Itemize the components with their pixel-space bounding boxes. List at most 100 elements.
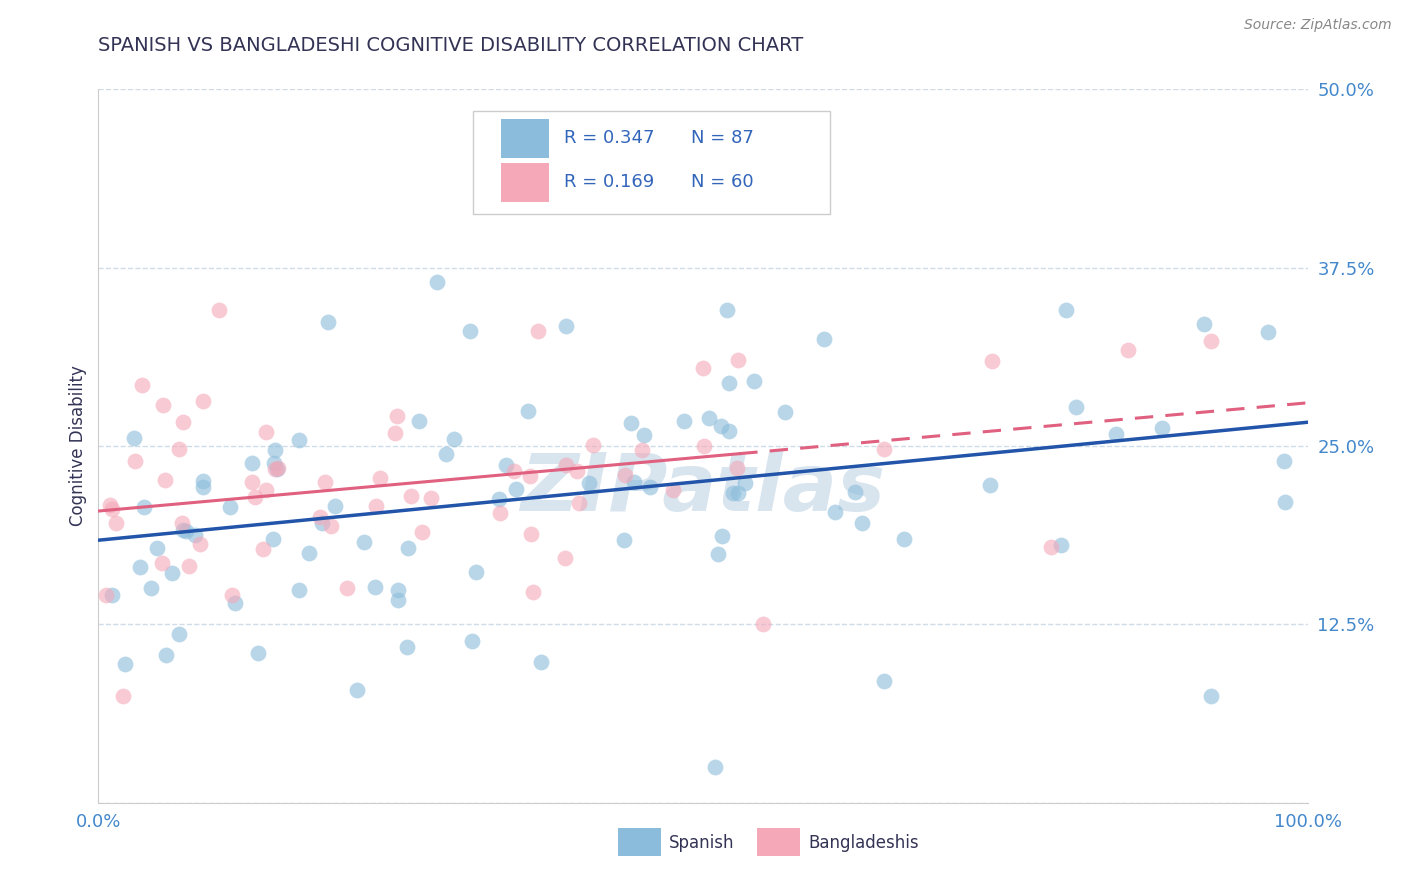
Point [517, 404, 540, 418]
FancyBboxPatch shape [474, 111, 830, 214]
Point [725, 461, 748, 475]
Point [419, 491, 441, 505]
Point [152, 398, 174, 412]
Point [100, 588, 122, 602]
Point [633, 428, 655, 442]
Point [395, 640, 418, 654]
Point [555, 318, 578, 333]
Y-axis label: Cognitive Disability: Cognitive Disability [69, 366, 87, 526]
Point [387, 582, 409, 597]
Point [408, 414, 430, 428]
Point [314, 475, 336, 489]
Point [522, 584, 544, 599]
Point [167, 626, 190, 640]
Point [980, 354, 1002, 368]
Point [111, 689, 134, 703]
Point [336, 582, 359, 596]
Point [224, 595, 246, 609]
Point [519, 526, 541, 541]
Point [638, 480, 661, 494]
Point [727, 486, 749, 500]
Point [1064, 400, 1087, 414]
Point [505, 482, 527, 496]
Point [221, 588, 243, 602]
Point [311, 516, 333, 530]
Point [661, 483, 683, 497]
Point [364, 580, 387, 594]
Point [411, 524, 433, 539]
Point [1201, 334, 1223, 349]
Point [153, 474, 176, 488]
Point [177, 559, 200, 574]
Point [673, 414, 696, 428]
Bar [619, 828, 661, 856]
Point [98, 498, 121, 512]
Point [744, 375, 766, 389]
Point [443, 432, 465, 446]
Point [578, 475, 600, 490]
Point [519, 468, 541, 483]
Point [174, 524, 197, 538]
Point [191, 480, 214, 494]
Point [309, 510, 332, 524]
Point [727, 353, 749, 368]
Point [191, 475, 214, 489]
Point [1104, 427, 1126, 442]
Point [495, 458, 517, 473]
Text: Source: ZipAtlas.com: Source: ZipAtlas.com [1244, 18, 1392, 32]
Point [752, 617, 775, 632]
Point [1192, 318, 1215, 332]
Point [582, 438, 605, 452]
Point [219, 500, 242, 514]
Point [527, 324, 550, 338]
Point [188, 537, 211, 551]
Point [716, 303, 738, 318]
Point [873, 674, 896, 689]
Point [434, 447, 457, 461]
Point [364, 499, 387, 513]
Point [370, 471, 392, 485]
Point [173, 415, 195, 429]
Point [104, 516, 127, 531]
Point [693, 438, 716, 452]
Point [243, 491, 266, 505]
Point [254, 483, 277, 497]
Point [461, 634, 484, 648]
Point [264, 462, 287, 476]
Point [773, 405, 796, 419]
Point [710, 529, 733, 543]
Point [240, 456, 263, 470]
Point [387, 593, 409, 607]
Point [191, 394, 214, 409]
Point [247, 646, 270, 660]
Point [565, 465, 588, 479]
Point [346, 683, 368, 698]
Point [1040, 540, 1063, 554]
Text: N = 60: N = 60 [690, 173, 754, 191]
Point [692, 360, 714, 375]
Point [734, 476, 756, 491]
Point [717, 376, 740, 390]
Point [254, 425, 277, 439]
Point [288, 583, 311, 598]
Point [96, 588, 118, 602]
Point [384, 426, 406, 441]
Point [167, 442, 190, 456]
Point [873, 442, 896, 456]
Point [1152, 421, 1174, 435]
Point [263, 456, 285, 470]
Point [150, 556, 173, 570]
Point [631, 443, 654, 458]
Point [264, 443, 287, 458]
Point [893, 533, 915, 547]
Point [623, 475, 645, 489]
Bar [501, 119, 550, 158]
Point [503, 464, 526, 478]
Point [401, 489, 423, 503]
Point [319, 519, 342, 533]
Point [488, 492, 510, 507]
Point [1116, 343, 1139, 358]
Point [262, 532, 284, 546]
Point [1050, 538, 1073, 552]
Text: N = 87: N = 87 [690, 128, 754, 147]
